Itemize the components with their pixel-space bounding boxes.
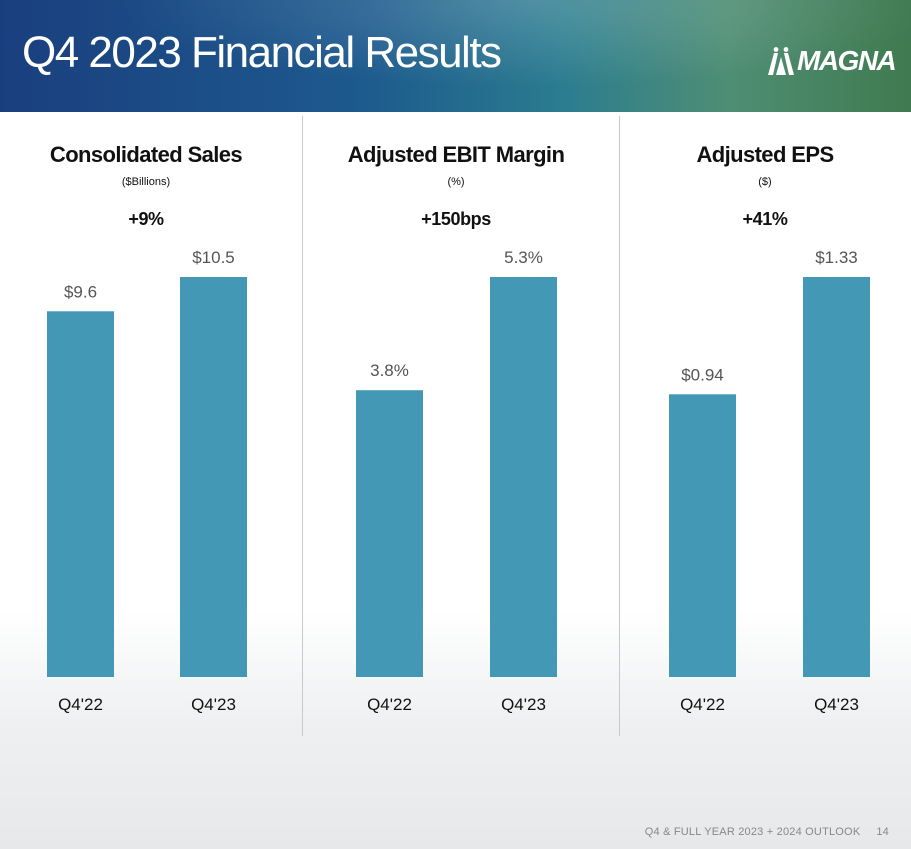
ebit-category-label-2: Q4'23 <box>501 695 546 714</box>
sales-value-label-2: $10.5 <box>192 248 235 267</box>
sales-panel-title: Consolidated Sales <box>49 142 243 167</box>
eps-bar-1 <box>669 394 736 677</box>
sales-panel-unit: ($Billions) <box>121 176 171 188</box>
eps-value-label-1: $0.94 <box>681 365 724 384</box>
ebit-value-label-2: 5.3% <box>504 248 543 267</box>
footer: Q4 & FULL YEAR 2023 + 2024 OUTLOOK 14 <box>645 826 889 838</box>
sales-category-label-2: Q4'23 <box>191 695 236 714</box>
ebit-category-label-1: Q4'22 <box>367 695 412 714</box>
sales-category-label-1: Q4'22 <box>58 695 103 714</box>
eps-category-label-1: Q4'22 <box>680 695 725 714</box>
eps-panel-title: Adjusted EPS <box>696 142 834 167</box>
page-number: 14 <box>876 826 889 838</box>
eps-panel-change: +41% <box>742 209 788 229</box>
eps-category-label-2: Q4'23 <box>814 695 859 714</box>
ebit-panel-title: Adjusted EBIT Margin <box>347 142 565 167</box>
sales-bar-1 <box>47 311 114 677</box>
ebit-panel-unit: (%) <box>447 176 465 188</box>
logo-text: MAGNA <box>797 45 897 76</box>
footer-text: Q4 & FULL YEAR 2023 + 2024 OUTLOOK <box>644 826 861 838</box>
ebit-panel-change: +150bps <box>421 209 491 229</box>
header-banner <box>0 0 911 112</box>
ebit-bar-2 <box>490 277 557 677</box>
eps-bar-2 <box>803 277 870 677</box>
sales-value-label-1: $9.6 <box>64 282 97 301</box>
magna-logo: MAGNA <box>768 45 897 77</box>
ebit-bar-1 <box>356 390 423 677</box>
ebit-value-label-1: 3.8% <box>370 361 409 380</box>
eps-panel-unit: ($) <box>758 176 772 188</box>
page-title: Q4 2023 Financial Results <box>22 28 502 77</box>
sales-bar-2 <box>180 277 247 677</box>
panel-divider-2 <box>619 116 620 736</box>
magna-m-icon <box>768 47 794 75</box>
panel-divider-1 <box>302 116 303 736</box>
eps-value-label-2: $1.33 <box>815 248 858 267</box>
sales-panel-change: +9% <box>128 209 164 229</box>
